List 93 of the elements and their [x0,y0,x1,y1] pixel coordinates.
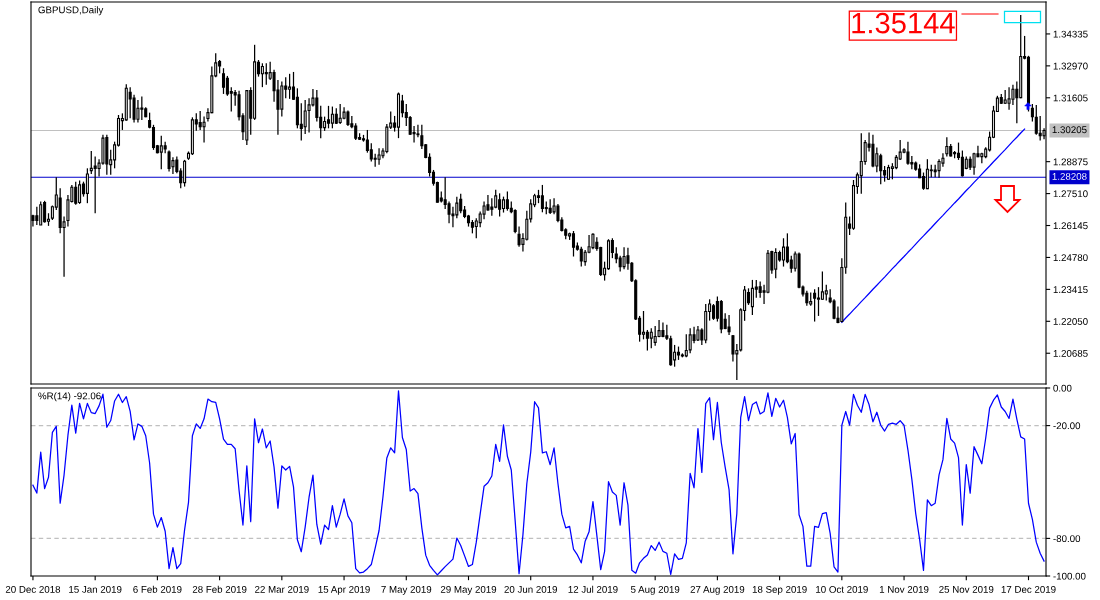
candlestick [369,142,373,163]
candlestick [78,179,82,205]
x-tick-label: 22 Mar 2019 [255,585,309,593]
candlestick [136,99,140,124]
annotation: 1.35144 [852,12,955,34]
candlestick [128,86,132,119]
x-tick-label: 15 Jan 2019 [69,585,122,593]
y-tick-label: 1.28875 [1053,158,1088,166]
x-tick-label: 12 Jul 2019 [568,585,618,593]
candlestick [183,159,187,188]
candlestick [225,75,229,97]
candlestick [303,99,307,135]
candlestick [498,192,502,218]
candlestick [459,193,463,214]
y-tick-label: 1.20685 [1053,349,1088,357]
candlestick [151,124,156,151]
candlestick [35,206,39,226]
candlestick [641,310,646,340]
candlestick [198,110,202,131]
x-tick-label: 18 Sep 2019 [752,585,807,595]
y-tick-label: 1.26145 [1053,222,1088,230]
x-tick-label: 17 Dec 2019 [1001,585,1056,593]
candlestick [140,95,144,121]
candlestick [750,279,754,316]
candlestick [93,155,97,214]
candlestick [540,184,544,213]
candlestick [774,247,778,279]
candlestick [529,198,533,224]
y-tick-label: -80.00 [1053,535,1081,543]
candlestick [622,246,626,270]
y-tick-label: 1.32970 [1053,62,1088,70]
candlestick [820,270,824,301]
candlestick [264,62,268,86]
x-tick-label: 6 Feb 2019 [133,585,182,593]
candlestick [474,217,478,239]
y-tick-label: 1.27510 [1053,190,1088,198]
candlestick [221,67,226,95]
candlestick [1038,115,1042,142]
candlestick [859,132,863,195]
candlestick [326,105,331,129]
candlestick [377,147,381,166]
candlestick [816,286,821,317]
candlestick [39,200,43,226]
x-tick-label: 28 Feb 2019 [192,585,247,593]
candlestick [451,206,455,228]
candlestick [89,150,93,175]
candlestick [925,158,929,190]
candlestick [338,103,342,125]
candlestick [202,115,206,144]
y-tick-label: 1.31605 [1053,94,1088,102]
candlestick [645,329,649,352]
ref-line-label: 1.30205 [1052,126,1087,134]
candlestick [649,327,653,349]
x-tick-label: 20 Dec 2018 [5,585,61,593]
chart-title: %R(14) -92.06 [38,392,101,402]
y-tick-label: 1.23415 [1053,286,1088,293]
candlestick [688,327,692,354]
y-tick-label: -20.00 [1053,422,1081,430]
y-tick-label: 1.34335 [1053,30,1088,38]
candlestick [906,141,910,166]
candlestick [879,153,883,185]
candlestick [875,146,879,173]
candlestick [74,181,78,206]
y-tick-label: -100.00 [1053,572,1086,580]
candlestick [43,200,47,224]
chart-title: GBPUSD,Daily [38,6,104,16]
x-tick-label: 1 Nov 2019 [879,585,929,593]
candlestick [653,325,657,347]
ref-line-label: 1.28208 [1052,172,1087,180]
candlestick [960,149,964,178]
x-tick-label: 15 Apr 2019 [318,585,370,595]
y-tick-label: 0.00 [1053,384,1072,392]
candlestick [1034,104,1038,136]
y-tick-label: 1.22050 [1053,318,1088,325]
x-tick-label: 7 May 2019 [381,585,432,595]
candlestick [159,135,163,170]
x-tick-label: 20 Jun 2019 [504,585,558,593]
candlestick [579,246,583,268]
candlestick [1007,86,1011,111]
candlestick [871,134,875,168]
x-tick-label: 5 Aug 2019 [630,585,680,595]
x-tick-label: 29 May 2019 [440,585,497,595]
x-tick-label: 27 Aug 2019 [690,585,745,595]
candlestick [260,62,264,88]
x-tick-label: 10 Oct 2019 [816,585,868,593]
candlestick [813,288,817,323]
x-tick-label: 25 Nov 2019 [939,585,994,593]
candlestick [727,314,731,336]
candlestick [288,73,292,100]
y-tick-label: 1.24780 [1053,254,1088,262]
candlestick [330,105,334,129]
candlestick [505,190,509,212]
candlestick [85,167,89,204]
